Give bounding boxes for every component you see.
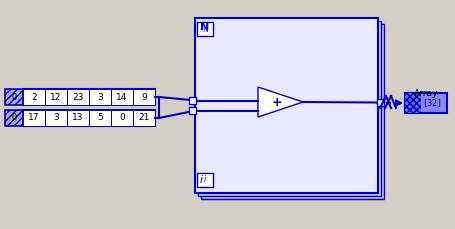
Text: 13: 13 <box>72 114 84 123</box>
Text: 3: 3 <box>53 114 59 123</box>
Text: 5: 5 <box>97 114 103 123</box>
Bar <box>23 110 155 126</box>
Polygon shape <box>258 87 303 117</box>
Bar <box>45 110 67 126</box>
Bar <box>23 110 45 126</box>
Text: Array: Array <box>414 89 438 98</box>
Bar <box>5 89 23 105</box>
Bar <box>89 110 111 126</box>
Text: 23: 23 <box>72 93 84 101</box>
Text: 0: 0 <box>119 114 125 123</box>
Bar <box>67 89 89 105</box>
Text: N: N <box>202 25 208 33</box>
Bar <box>377 99 384 106</box>
Text: 12: 12 <box>51 93 62 101</box>
Text: +: + <box>272 95 282 109</box>
Bar <box>89 89 111 105</box>
Text: 0: 0 <box>11 114 17 123</box>
Bar <box>198 21 381 196</box>
Bar <box>405 93 447 113</box>
Bar <box>133 110 155 126</box>
Bar <box>5 110 23 126</box>
Bar <box>111 89 133 105</box>
Text: i: i <box>204 175 206 185</box>
Text: 2: 2 <box>31 93 37 101</box>
Text: 21: 21 <box>138 114 150 123</box>
Text: 3: 3 <box>97 93 103 101</box>
Text: N: N <box>200 22 209 32</box>
Bar <box>111 110 133 126</box>
Text: 9: 9 <box>141 93 147 101</box>
Text: [32]: [32] <box>422 98 442 107</box>
Bar <box>45 89 67 105</box>
Bar <box>195 18 378 193</box>
Text: 17: 17 <box>28 114 40 123</box>
Bar <box>197 22 213 36</box>
Bar <box>67 110 89 126</box>
Bar <box>23 89 155 105</box>
Bar <box>133 89 155 105</box>
Bar <box>405 93 421 113</box>
Text: 0: 0 <box>11 93 17 101</box>
Bar <box>23 89 45 105</box>
Text: 14: 14 <box>116 93 128 101</box>
Bar <box>201 24 384 199</box>
Text: i: i <box>200 175 203 185</box>
Bar <box>189 107 196 114</box>
Bar <box>197 173 213 187</box>
Bar <box>189 97 196 104</box>
